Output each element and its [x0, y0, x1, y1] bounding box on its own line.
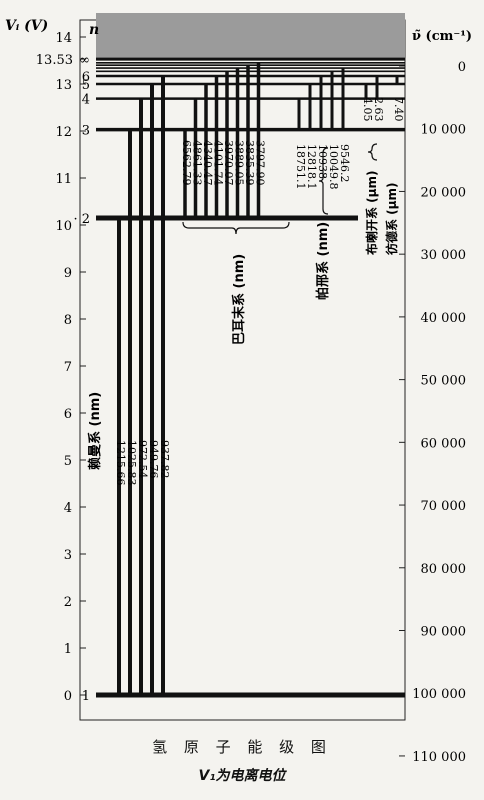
transition-label-brackett: 4.05 [361, 97, 374, 122]
transition-label-balmer: 3889.05 [233, 140, 246, 186]
transition-label-paschen: 12818.1 [305, 144, 318, 190]
left-tick-label: 7 [64, 360, 72, 375]
left-tick-label: 8 [64, 313, 72, 328]
right-tick-label: 60 000 [421, 436, 467, 451]
series-name-pfund: 彷德系 (μm) [384, 183, 399, 255]
right-tick-label: 40 000 [421, 311, 467, 326]
energy-level-label: 1 [82, 689, 90, 704]
left-tick-label: 3 [64, 548, 72, 563]
series-name-balmer: 巴耳末系 (nm) [231, 254, 247, 345]
left-tick-label: 9 [64, 266, 72, 281]
caption-title: 氢 原 子 能 级 图 [152, 738, 332, 756]
left-tick-label: 1 [64, 642, 72, 657]
series-name-paschen: 帕邢系 (nm) [315, 222, 331, 300]
brace-brackett [367, 143, 378, 161]
right-tick-label: 90 000 [421, 624, 467, 639]
transition-label-balmer: 4101.74 [212, 140, 225, 186]
left-tick-label: 4 [64, 501, 72, 516]
transition-label-lyman: 972.54 [136, 440, 149, 479]
energy-level-label: 5 [82, 78, 90, 93]
right-tick-label: 80 000 [421, 562, 467, 577]
left-tick-label: 12 [55, 125, 72, 140]
left-tick-label: 10 [55, 219, 72, 234]
brace-balmer [182, 221, 290, 235]
left-tick-label: 2 [64, 595, 72, 610]
transition-label-pfund: 7.40 [392, 97, 405, 122]
transition-label-paschen: 10049.8 [327, 144, 340, 190]
transition-label-paschen: 9546.2 [338, 144, 351, 183]
caption: 氢 原 子 能 级 图 V₁为电离电位 [0, 736, 484, 785]
n-axis-label: n [89, 22, 99, 38]
left-tick-label: 14 [55, 31, 72, 46]
transition-label-lyman: 1025.83 [125, 440, 138, 486]
right-tick-label: 0 [458, 60, 466, 75]
ionization-label: 13.53 [36, 53, 73, 68]
right-tick-label: 110 000 [412, 750, 466, 765]
left-tick-label: 6 [64, 407, 72, 422]
brace-paschen [318, 147, 329, 215]
energy-level-label: 4 [82, 93, 90, 108]
right-tick-label: 30 000 [421, 248, 467, 263]
transition-label-balmer: 3835.39 [243, 140, 256, 186]
left-tick-label: 5 [64, 454, 72, 469]
energy-level-label: · 2 [73, 212, 90, 227]
series-name-brackett: 布喇开系 (μm) [364, 171, 379, 255]
left-tick-label: 11 [55, 172, 72, 187]
left-tick-label: 13 [55, 78, 72, 93]
transition-label-balmer: 6562.79 [180, 140, 193, 186]
right-tick-label: 50 000 [421, 374, 467, 389]
right-tick-label: 10 000 [421, 123, 467, 138]
transition-label-lyman: 937.82 [158, 440, 171, 479]
left-axis-label: Vᵢ (V) [5, 18, 48, 34]
transition-label-brackett: 2.63 [372, 97, 385, 122]
transition-label-lyman: 1215.66 [114, 440, 127, 486]
transition-label-balmer: 4861.33 [191, 140, 204, 186]
right-tick-label: 70 000 [421, 499, 467, 514]
transition-label-balmer: 4340.47 [201, 140, 214, 186]
right-axis-label: ν̃ (cm⁻¹) [412, 29, 472, 44]
caption-subtitle: V₁为电离电位 [198, 768, 286, 784]
transition-label-balmer: 3797.90 [254, 140, 267, 186]
left-tick-label: 0 [64, 689, 72, 704]
transition-label-paschen: 18751.1 [294, 144, 307, 190]
transition-label-balmer: 3970.07 [222, 140, 235, 186]
energy-level-label: 6 [82, 70, 90, 85]
energy-level-label: ∞ [79, 53, 90, 68]
energy-level-label: 3 [82, 124, 90, 139]
continuum-band [96, 13, 405, 60]
right-tick-label: 100 000 [412, 687, 466, 702]
right-tick-label: 20 000 [421, 185, 467, 200]
series-name-lyman: 赖曼系 (nm) [87, 392, 103, 470]
transition-label-lyman: 949.76 [147, 440, 160, 479]
